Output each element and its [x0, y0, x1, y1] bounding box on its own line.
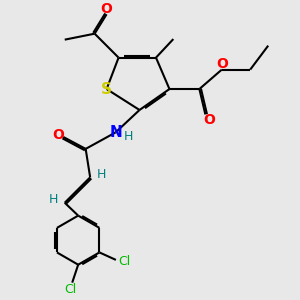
- Text: O: O: [52, 128, 64, 142]
- Text: O: O: [101, 2, 112, 16]
- Text: N: N: [109, 125, 122, 140]
- Text: H: H: [97, 168, 106, 181]
- Text: Cl: Cl: [118, 255, 130, 268]
- Text: H: H: [49, 193, 58, 206]
- Text: S: S: [100, 82, 112, 97]
- Text: Cl: Cl: [64, 283, 77, 296]
- Text: O: O: [203, 113, 215, 127]
- Text: O: O: [216, 57, 228, 71]
- Text: H: H: [124, 130, 133, 143]
